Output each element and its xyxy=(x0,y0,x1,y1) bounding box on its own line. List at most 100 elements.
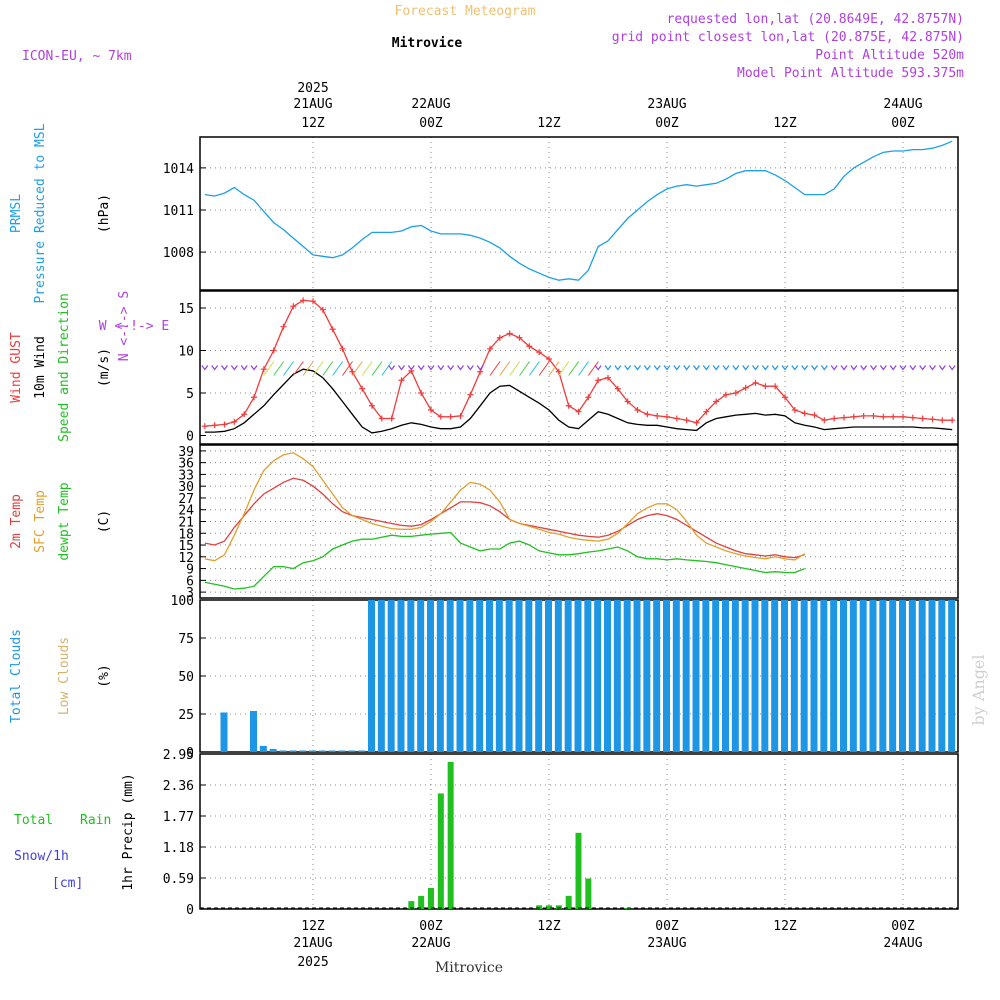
precip-ylabel: 1hr Precip (mm) xyxy=(121,773,136,890)
total-clouds-bar xyxy=(653,600,661,752)
wind-direction-arrow xyxy=(283,361,294,376)
top-axis-date: 22AUG xyxy=(411,97,450,112)
gust-marker xyxy=(369,402,375,409)
bottom-axis-date: 23AUG xyxy=(647,936,686,951)
panel-label: 10m Wind xyxy=(33,336,48,399)
gust-marker xyxy=(231,418,238,425)
wind-direction-arrow xyxy=(673,365,681,371)
wind-direction-arrow xyxy=(499,361,511,376)
bottom-axis-year: 2025 xyxy=(297,955,328,970)
wind-direction-arrow xyxy=(830,365,838,371)
total-clouds-bar xyxy=(938,600,946,752)
rain-bar xyxy=(418,895,425,909)
gust-marker xyxy=(723,391,729,398)
total-clouds-bar xyxy=(584,600,592,752)
gust-marker xyxy=(359,385,366,392)
pressure-panel-frame xyxy=(199,136,959,291)
wind-direction-arrow xyxy=(702,365,710,371)
wind-direction-arrow xyxy=(889,365,897,371)
gust-marker xyxy=(280,323,287,330)
location-title: Mitrovice xyxy=(392,36,463,51)
y-tick-label: 21 xyxy=(178,516,194,531)
point-info-line: grid point closest lon,lat (20.875E, 42.… xyxy=(612,30,964,45)
wind-direction-arrow xyxy=(427,365,435,371)
y-tick-label: 0 xyxy=(186,430,194,445)
gust-marker xyxy=(890,413,897,420)
gust-marker xyxy=(565,402,572,409)
bottom-axis-time: 00Z xyxy=(655,919,679,934)
total-clouds-bar xyxy=(289,750,297,752)
total-clouds-bar xyxy=(515,600,523,752)
bottom-axis-time: 00Z xyxy=(891,919,915,934)
top-axis-year: 2025 xyxy=(297,81,328,96)
gust-marker xyxy=(801,410,808,417)
precip-label-total: Total xyxy=(14,813,53,828)
top-axis-time: 12Z xyxy=(301,116,325,131)
total-clouds-bar xyxy=(368,600,375,752)
gust-marker xyxy=(654,412,661,419)
wind-direction-arrow xyxy=(732,365,740,371)
top-axis-date: 21AUG xyxy=(293,97,332,112)
total-clouds-bar xyxy=(436,600,444,752)
rain-bar xyxy=(565,895,572,909)
total-clouds-bar xyxy=(781,600,788,752)
gust-marker xyxy=(703,408,710,415)
total-clouds-bar xyxy=(604,600,611,752)
total-clouds-bar xyxy=(594,600,602,752)
wind-direction-arrow xyxy=(634,365,641,371)
series-line-sfc-temp xyxy=(204,452,806,562)
gust-marker xyxy=(585,394,592,401)
total-clouds-bar xyxy=(387,600,395,752)
wind-direction-arrow xyxy=(509,361,521,376)
gust-marker xyxy=(831,415,838,422)
gust-marker xyxy=(860,412,867,419)
gust-marker xyxy=(949,417,956,424)
gust-marker xyxy=(595,377,602,384)
top-axis-time: 00Z xyxy=(419,116,443,131)
wind-direction-arrow xyxy=(870,365,877,371)
total-clouds-bar xyxy=(918,600,926,752)
y-tick-label: 36 xyxy=(178,457,194,472)
total-clouds-bar xyxy=(495,600,503,752)
wind-direction-arrow xyxy=(381,361,393,376)
gust-marker xyxy=(300,297,307,304)
bottom-axis-time: 00Z xyxy=(419,919,443,934)
gust-marker xyxy=(378,415,385,422)
wind-direction-arrow xyxy=(752,365,759,371)
panel-label: Speed and Direction xyxy=(57,293,72,442)
total-clouds-bar xyxy=(908,600,916,752)
y-tick-label: 1014 xyxy=(163,162,194,177)
total-clouds-bar xyxy=(869,600,877,752)
top-axis-time: 00Z xyxy=(891,116,915,131)
total-clouds-bar xyxy=(928,600,936,752)
gust-marker xyxy=(339,345,346,352)
total-clouds-bar xyxy=(820,600,828,752)
gust-marker xyxy=(329,326,336,333)
panel-label: PRMSL xyxy=(9,194,24,233)
point-info-line: Model Point Altitude 593.375m xyxy=(737,66,964,81)
top-axis-time: 00Z xyxy=(655,116,679,131)
gust-marker xyxy=(546,356,552,362)
total-clouds-bar xyxy=(574,600,582,752)
rain-bar xyxy=(536,905,543,909)
y-tick-label: 24 xyxy=(178,504,194,519)
wind-panel-frame xyxy=(199,290,959,445)
total-clouds-bar xyxy=(751,600,759,752)
wind-direction-arrow xyxy=(614,365,622,371)
series-line-dewpt-temp xyxy=(204,531,805,590)
wind-direction-arrow xyxy=(447,365,455,371)
precip-label-unit: [cm] xyxy=(52,876,83,891)
gust-marker xyxy=(841,414,847,421)
total-clouds-bar xyxy=(692,600,700,752)
wind-direction-arrow xyxy=(587,361,599,376)
y-tick-label: 10 xyxy=(178,345,194,360)
gust-marker xyxy=(664,413,670,420)
total-clouds-bar xyxy=(220,712,228,752)
y-tick-label: 30 xyxy=(178,480,194,495)
wind-direction-arrow xyxy=(273,361,285,376)
total-clouds-bar xyxy=(623,600,631,752)
gust-marker xyxy=(260,366,267,373)
wind-direction-arrow xyxy=(811,365,818,371)
panel-label: Pressure Reduced to MSL xyxy=(33,123,48,303)
bottom-axis-date: 22AUG xyxy=(411,936,450,951)
